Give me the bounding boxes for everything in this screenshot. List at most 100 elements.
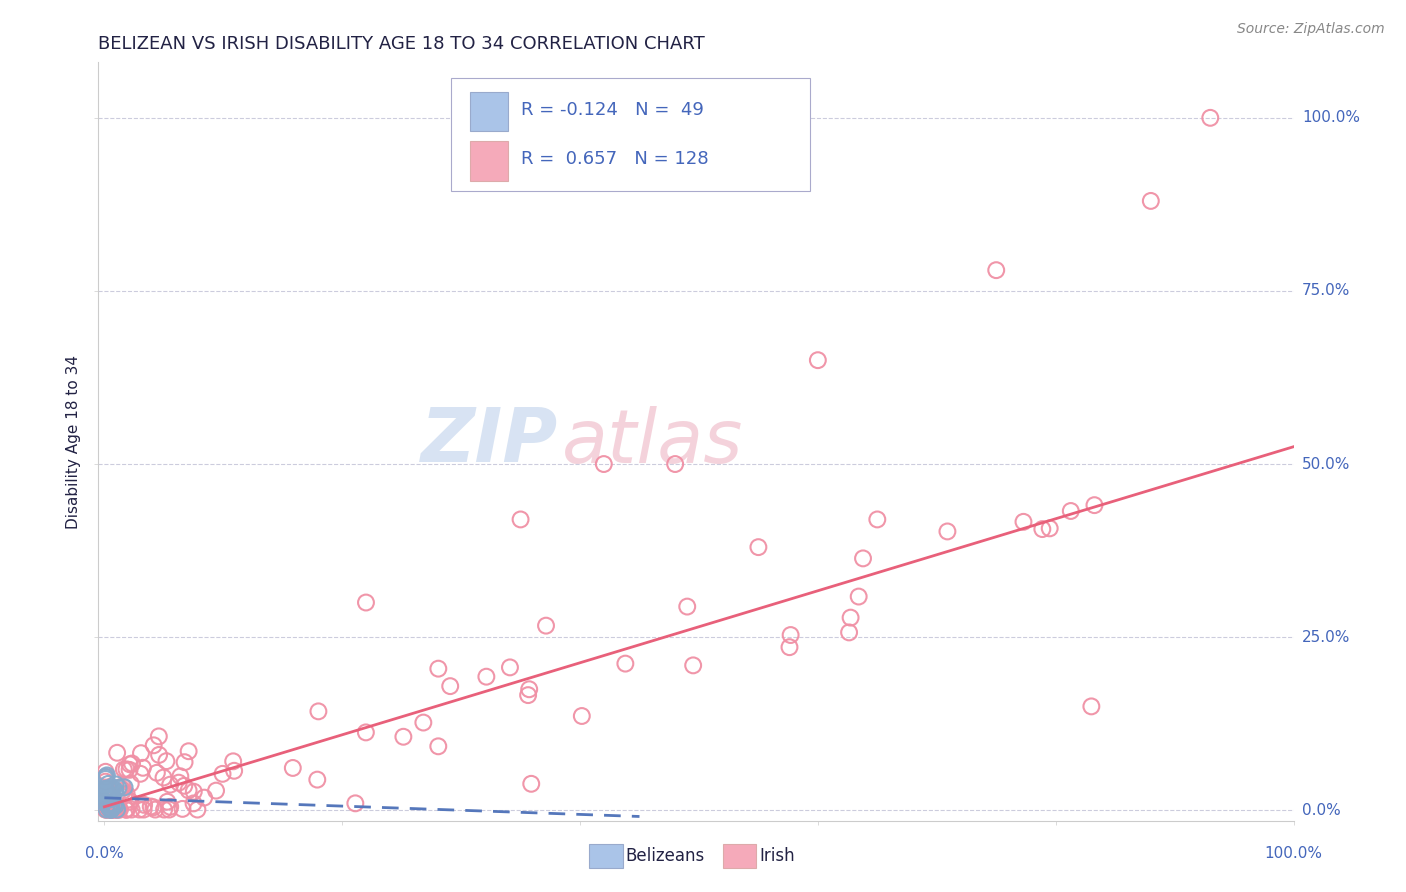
Point bbox=[427, 662, 450, 676]
Point bbox=[157, 803, 180, 817]
Y-axis label: Disability Age 18 to 34: Disability Age 18 to 34 bbox=[66, 354, 82, 529]
Point bbox=[936, 524, 959, 539]
Point bbox=[120, 795, 142, 809]
Point bbox=[96, 803, 118, 817]
Point bbox=[427, 739, 450, 754]
Point bbox=[614, 657, 637, 671]
Point bbox=[108, 780, 131, 795]
Point bbox=[94, 782, 117, 797]
Point bbox=[100, 790, 122, 805]
Point bbox=[114, 803, 136, 817]
Point bbox=[211, 767, 233, 781]
Point bbox=[104, 784, 127, 798]
Point bbox=[100, 798, 122, 813]
Point bbox=[146, 765, 169, 780]
Point bbox=[520, 777, 543, 791]
Point bbox=[108, 803, 131, 817]
Point bbox=[94, 786, 117, 800]
Point bbox=[499, 660, 522, 674]
Point bbox=[173, 755, 195, 769]
Point bbox=[94, 803, 117, 817]
Point bbox=[101, 790, 124, 805]
Point bbox=[100, 803, 122, 817]
Point bbox=[129, 766, 152, 780]
Point bbox=[98, 800, 121, 814]
Point bbox=[96, 797, 118, 812]
Point bbox=[112, 763, 135, 777]
Point bbox=[101, 803, 124, 817]
Point bbox=[848, 590, 870, 604]
Point bbox=[98, 790, 121, 805]
Point bbox=[107, 780, 129, 795]
Point bbox=[112, 783, 135, 797]
Text: 25.0%: 25.0% bbox=[1302, 630, 1350, 645]
Point bbox=[676, 599, 699, 614]
Point bbox=[1031, 522, 1053, 536]
Point bbox=[120, 777, 142, 791]
Point bbox=[96, 781, 118, 796]
Point bbox=[121, 756, 143, 771]
Point bbox=[852, 551, 875, 566]
Point bbox=[103, 797, 125, 812]
Point bbox=[94, 781, 117, 796]
Point bbox=[104, 777, 127, 791]
Point bbox=[104, 803, 127, 817]
Point bbox=[148, 730, 170, 744]
FancyBboxPatch shape bbox=[451, 78, 810, 191]
Point bbox=[115, 803, 138, 817]
Point bbox=[97, 803, 120, 817]
Text: 50.0%: 50.0% bbox=[1302, 457, 1350, 472]
Point bbox=[111, 780, 134, 794]
Point bbox=[96, 783, 118, 797]
Point bbox=[103, 782, 125, 797]
Point bbox=[101, 780, 124, 795]
Point bbox=[96, 768, 118, 782]
Text: Belizeans: Belizeans bbox=[626, 847, 704, 865]
Point bbox=[101, 803, 124, 817]
Point bbox=[101, 803, 124, 817]
Point bbox=[779, 640, 801, 655]
Text: 100.0%: 100.0% bbox=[1264, 846, 1323, 861]
Point bbox=[100, 797, 122, 812]
Point bbox=[153, 803, 176, 817]
Point bbox=[159, 800, 181, 814]
Point bbox=[107, 803, 129, 817]
Text: 0.0%: 0.0% bbox=[84, 846, 124, 861]
Point bbox=[100, 781, 122, 796]
Point bbox=[159, 778, 181, 792]
Text: Irish: Irish bbox=[759, 847, 794, 865]
Point bbox=[117, 792, 139, 806]
Point bbox=[94, 774, 117, 789]
Point bbox=[1083, 498, 1105, 512]
Point bbox=[838, 625, 860, 640]
Point bbox=[307, 772, 329, 787]
Point bbox=[96, 803, 118, 817]
Point bbox=[132, 803, 155, 817]
Point bbox=[534, 618, 557, 632]
Point bbox=[475, 670, 498, 684]
Point bbox=[132, 761, 155, 775]
Point bbox=[571, 709, 593, 723]
Point bbox=[129, 746, 152, 760]
Point bbox=[97, 777, 120, 791]
Point bbox=[105, 746, 128, 760]
Point bbox=[509, 512, 531, 526]
Text: R = -0.124   N =  49: R = -0.124 N = 49 bbox=[522, 101, 704, 120]
Point bbox=[517, 688, 540, 702]
FancyBboxPatch shape bbox=[470, 92, 509, 131]
Point bbox=[94, 781, 117, 796]
Point bbox=[354, 725, 377, 739]
Point bbox=[344, 797, 367, 811]
Text: 100.0%: 100.0% bbox=[1302, 111, 1360, 126]
Point bbox=[155, 754, 177, 768]
Point bbox=[1060, 504, 1083, 518]
Point bbox=[134, 797, 156, 812]
Point bbox=[354, 595, 377, 609]
FancyBboxPatch shape bbox=[470, 141, 509, 181]
Point bbox=[986, 263, 1008, 277]
Point bbox=[100, 803, 122, 817]
Text: 0.0%: 0.0% bbox=[1302, 803, 1340, 818]
Text: ZIP: ZIP bbox=[422, 405, 558, 478]
Point bbox=[94, 764, 117, 779]
Point bbox=[94, 770, 117, 784]
